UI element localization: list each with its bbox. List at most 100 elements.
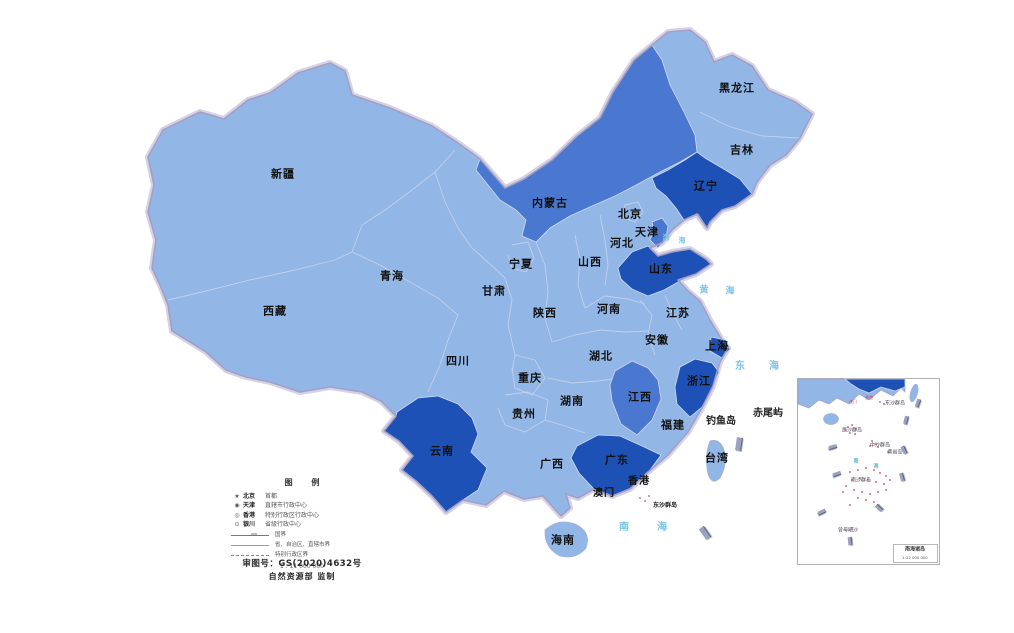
legend-scale: 1 : 11 000 000 — [279, 563, 324, 570]
legend-line-rows: 国界 省、自治区、直辖市界 特别行政区界 — [231, 530, 373, 560]
legend-line-desc: 国界 — [275, 531, 287, 538]
legend-line-row: 省、自治区、直辖市界 — [231, 540, 373, 550]
legend-line-row: 特别行政区界 — [231, 550, 373, 560]
island-dot — [857, 497, 859, 499]
inset-island-label: 曾母暗沙 — [837, 527, 859, 534]
legend-point-row: ★ 北京 首都 — [231, 492, 373, 502]
island-dot — [885, 489, 887, 491]
legend-desc: 特别行政区行政中心 — [265, 511, 320, 519]
island-dot — [871, 440, 873, 442]
province-label: 青海 — [380, 269, 404, 283]
legend-city: 香港 — [243, 511, 256, 519]
legend-city: 北京 — [243, 492, 256, 500]
island-label: 钓鱼岛 — [706, 416, 736, 427]
island-dot — [889, 479, 891, 481]
legend-desc: 首都 — [265, 492, 278, 500]
inset-city-label: 澳门 — [849, 399, 857, 404]
island-dot — [869, 493, 871, 495]
island-dot — [885, 475, 887, 477]
sea-label-char: 南 — [619, 522, 629, 533]
legend-desc: 省级行政中心 — [265, 521, 302, 529]
island-dot — [877, 491, 879, 493]
legend-line-desc: 省、自治区、直辖市界 — [275, 541, 331, 548]
province-label: 宁夏 — [509, 257, 533, 271]
province-label: 陕西 — [533, 306, 557, 320]
legend-city: 天津 — [243, 502, 256, 510]
island-dot — [855, 428, 857, 430]
legend-point-row: ⊙ 银川 省级行政中心 — [231, 521, 373, 531]
map-approval-number: 审图号：GS(2020)4632号 — [242, 559, 362, 569]
island-dot — [879, 472, 881, 474]
province-label: 江西 — [628, 390, 652, 404]
province-label: 福建 — [661, 418, 685, 432]
inset-taiwan — [909, 383, 919, 403]
island-label: 赤尾屿 — [753, 408, 783, 419]
island-dot — [859, 477, 861, 479]
province-label: 湖南 — [560, 394, 584, 408]
inset-hainan — [823, 413, 839, 425]
province-label: 澳门 — [593, 488, 615, 499]
island-dot — [869, 445, 871, 447]
province-label: 湖北 — [589, 349, 613, 363]
province-label: 西藏 — [263, 304, 287, 318]
province-label: 海南 — [551, 533, 575, 547]
sea-label-char: 东 — [735, 361, 745, 372]
province-label: 河南 — [597, 302, 621, 316]
legend-symbol: ◉ — [234, 502, 240, 510]
inset-sea-label-char: 海 — [873, 463, 879, 470]
island-dot — [865, 467, 867, 469]
legend-line-sample — [231, 532, 269, 536]
sea-label-char: 海 — [657, 522, 667, 533]
province-label: 浙江 — [687, 374, 711, 388]
province-label: 内蒙古 — [532, 196, 568, 210]
inset-island-label: 黄岩岛 — [887, 449, 903, 456]
inset-island-label: 中沙群岛 — [869, 442, 891, 449]
legend-line-sample — [231, 544, 269, 546]
inset-corner-title: 南海诸岛 — [904, 546, 926, 553]
sea-label-char: 海 — [678, 236, 686, 245]
boundary-dash — [899, 472, 905, 482]
legend-symbol: ◎ — [234, 511, 240, 519]
island-dot — [857, 469, 859, 471]
province-label: 江苏 — [666, 306, 690, 320]
inset-island-label: 西沙群岛 — [841, 427, 863, 434]
sea-label-char: 海 — [725, 286, 735, 297]
inset-corner-box — [893, 544, 938, 563]
province-label: 四川 — [446, 354, 470, 368]
island-dot — [861, 491, 863, 493]
province-label: 台湾 — [705, 451, 729, 465]
island-dot — [883, 403, 885, 405]
legend-point-row: ◎ 香港 特别行政区行政中心 — [231, 511, 373, 521]
island-dot — [875, 443, 877, 445]
island-dot — [851, 527, 853, 529]
legend: 图 例 ★ 北京 首都 ◉ 天津 直辖市行政中心 ◎ 香港 特别行 — [231, 477, 373, 570]
boundary-dash — [817, 508, 827, 516]
legend-city: 银川 — [243, 521, 256, 529]
sea-label-char: 黄 — [699, 285, 709, 296]
legend-line-row: 国界 — [231, 530, 373, 540]
province-label: 辽宁 — [694, 179, 718, 193]
province-label: 山西 — [578, 255, 602, 269]
island-taiwan — [706, 440, 726, 482]
inset-sea-label-char: 南 — [853, 458, 859, 465]
legend-line-sample — [231, 554, 269, 556]
province-label: 广东 — [605, 453, 629, 467]
island-dot — [873, 469, 875, 471]
province-label: 天津 — [635, 225, 659, 239]
inset-guangdong-dark — [843, 378, 906, 394]
island-dot — [851, 479, 853, 481]
boundary-dash — [874, 503, 884, 513]
island-dot — [883, 483, 885, 485]
island-dot — [639, 497, 641, 499]
boundary-dash — [828, 444, 838, 450]
island-hainan — [544, 521, 588, 558]
boundary-dash — [832, 470, 842, 478]
boundary-dash — [698, 525, 712, 541]
province-label: 重庆 — [518, 371, 542, 385]
legend-point-rows: ★ 北京 首都 ◉ 天津 直辖市行政中心 ◎ 香港 特别行政区行政中心 — [231, 492, 373, 530]
inset-south-china-sea — [797, 378, 940, 565]
legend-title: 图 例 — [284, 478, 328, 487]
legend-symbol: ⊙ — [234, 521, 240, 529]
inset-island-label: 南沙群岛 — [850, 477, 872, 484]
